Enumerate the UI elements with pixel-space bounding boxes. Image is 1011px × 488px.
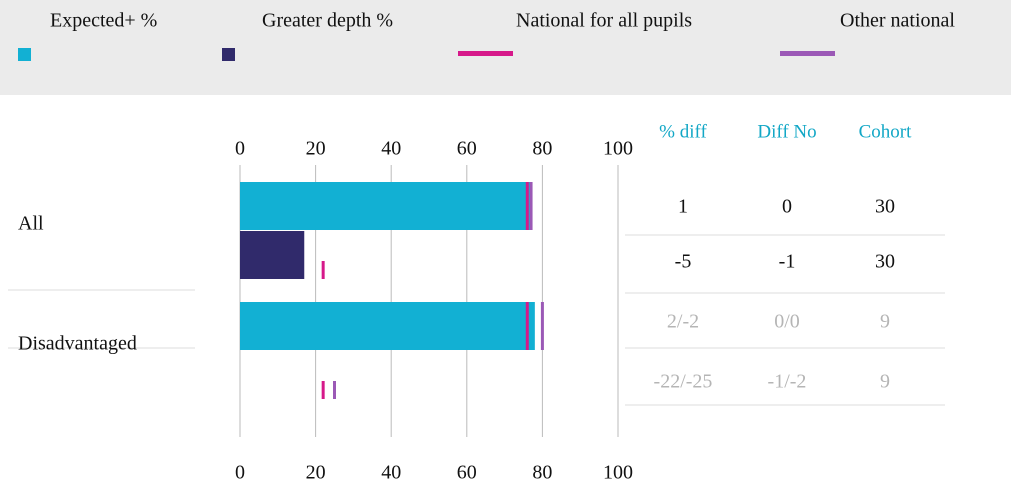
table-cell: -1 (779, 251, 796, 273)
legend-label: Expected+ % (50, 10, 157, 32)
marker (321, 381, 325, 399)
table-header: % diff (659, 121, 707, 142)
table-cell: 9 (880, 311, 890, 333)
x-tick-label: 100 (603, 462, 633, 484)
table-cell: 0/0 (774, 311, 800, 333)
x-tick-label: 80 (532, 138, 552, 160)
bar (240, 231, 305, 279)
x-tick-label: 100 (603, 138, 633, 160)
marker (321, 261, 325, 279)
legend-swatch (18, 48, 31, 61)
x-tick-label: 60 (457, 138, 477, 160)
bar (240, 182, 532, 230)
x-tick-label: 60 (457, 462, 477, 484)
x-tick-label: 20 (306, 138, 326, 160)
table-cell: -1/-2 (768, 371, 807, 393)
marker (540, 302, 544, 350)
x-tick-label: 0 (235, 138, 245, 160)
legend-swatch (222, 48, 235, 61)
legend-label: Greater depth % (262, 10, 393, 32)
x-tick-label: 80 (532, 462, 552, 484)
legend-band (0, 0, 1011, 95)
legend-swatch (458, 51, 513, 56)
marker (525, 302, 529, 350)
table-cell: 9 (880, 371, 890, 393)
marker (529, 182, 533, 230)
legend-label: National for all pupils (516, 10, 692, 32)
table-cell: -22/-25 (654, 371, 713, 393)
table-cell: 1 (678, 196, 688, 218)
table-cell: 0 (782, 196, 792, 218)
legend-swatch (780, 51, 835, 56)
table-cell: 2/-2 (667, 311, 699, 333)
x-tick-label: 20 (306, 462, 326, 484)
bar (240, 302, 535, 350)
marker (333, 381, 336, 399)
table-cell: 30 (875, 196, 895, 218)
x-tick-label: 40 (381, 138, 401, 160)
marker (525, 182, 529, 230)
table-cell: 30 (875, 251, 895, 273)
category-label: All (18, 213, 44, 235)
legend-label: Other national (840, 10, 955, 32)
x-tick-label: 40 (381, 462, 401, 484)
table-header: Cohort (859, 121, 913, 142)
category-label: Disadvantaged (18, 333, 137, 355)
table-header: Diff No (757, 121, 816, 142)
table-cell: -5 (675, 251, 692, 273)
x-tick-label: 0 (235, 462, 245, 484)
